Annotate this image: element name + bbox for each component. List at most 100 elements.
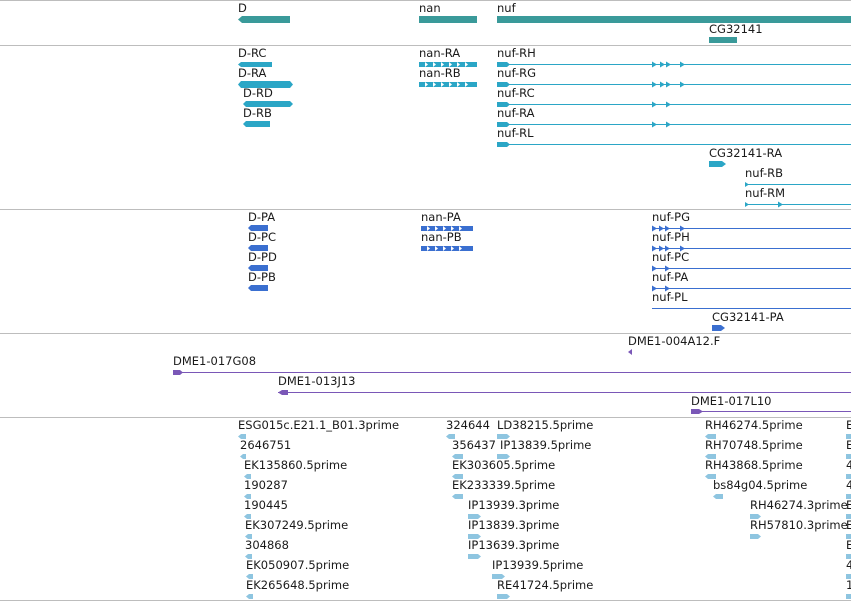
protein-label[interactable]: D-PA [248, 210, 276, 224]
est-glyph[interactable] [846, 554, 851, 559]
est-label[interactable]: RH46274.3prime [750, 498, 848, 512]
est-label[interactable]: 324644 [446, 418, 490, 432]
gene-d-glyph[interactable] [238, 16, 290, 23]
est-glyph[interactable] [846, 574, 851, 579]
est-label[interactable]: IP13939.5prime [492, 558, 584, 572]
transcript-nuf-rb-glyph[interactable] [745, 182, 851, 187]
est-glyph[interactable] [246, 574, 253, 579]
gene-label-nuf[interactable]: nuf [497, 1, 516, 15]
clone-dme1-013j13-glyph[interactable] [278, 390, 851, 395]
est-glyph[interactable] [245, 554, 252, 559]
protein-d-pa-glyph[interactable] [248, 225, 268, 231]
est-glyph[interactable] [846, 434, 851, 439]
est-label[interactable]: RH57810.3prime [750, 518, 848, 532]
est-label[interactable]: 190445 [244, 498, 288, 512]
est-glyph[interactable] [452, 494, 463, 499]
protein-label[interactable]: nuf-PG [652, 210, 690, 224]
est-label[interactable]: E [846, 539, 851, 552]
est-glyph[interactable] [246, 594, 253, 599]
protein-nuf-pa-glyph[interactable] [652, 285, 851, 292]
transcript-label[interactable]: nan-RB [419, 66, 461, 80]
est-label[interactable]: 2646751 [240, 438, 292, 452]
est-label[interactable]: 190287 [244, 478, 288, 492]
est-glyph[interactable] [713, 494, 723, 499]
transcript-label[interactable]: CG32141-RA [709, 146, 783, 160]
est-glyph[interactable] [240, 454, 246, 459]
est-glyph[interactable] [497, 454, 510, 459]
protein-nuf-pc-glyph[interactable] [652, 265, 851, 272]
transcript-cg32141-ra-glyph[interactable] [709, 161, 726, 167]
clone-dme1-017l10-glyph[interactable] [691, 409, 851, 414]
protein-label[interactable]: nuf-PH [652, 230, 690, 244]
est-label[interactable]: E [846, 419, 851, 432]
transcript-nuf-ra-glyph[interactable] [497, 121, 851, 128]
est-label[interactable]: 4 [846, 559, 851, 572]
est-label[interactable]: EK307249.5prime [245, 518, 349, 532]
est-label[interactable]: E [846, 499, 851, 512]
transcript-nuf-rm-glyph[interactable] [745, 201, 851, 208]
est-label[interactable]: EK135860.5prime [244, 458, 348, 472]
transcript-d-ra-glyph[interactable] [238, 81, 293, 88]
est-label[interactable]: RH46274.5prime [705, 418, 803, 432]
est-glyph[interactable] [452, 454, 463, 459]
gene-label-nan[interactable]: nan [419, 1, 441, 15]
protein-label[interactable]: D-PB [248, 270, 276, 284]
transcript-d-rc-glyph[interactable] [238, 62, 272, 67]
est-label[interactable]: RE41724.5prime [497, 578, 594, 592]
transcript-label[interactable]: nuf-RC [497, 86, 535, 100]
transcript-label[interactable]: nuf-RA [497, 106, 535, 120]
gene-nan-glyph[interactable] [419, 16, 477, 23]
est-label[interactable]: 4 [846, 479, 851, 492]
est-label[interactable]: IP13839.5prime [500, 438, 592, 452]
protein-nan-pb-glyph[interactable] [421, 246, 473, 251]
est-glyph[interactable] [244, 514, 251, 519]
clone-label[interactable]: DME1-004A12.F [628, 334, 721, 348]
est-label[interactable]: E [846, 439, 851, 452]
est-label[interactable]: 304868 [245, 538, 289, 552]
gene-label-cg32141[interactable]: CG32141 [709, 22, 763, 36]
protein-label[interactable]: D-PD [248, 250, 277, 264]
est-glyph[interactable] [468, 554, 481, 559]
est-label[interactable]: IP13639.3prime [468, 538, 560, 552]
est-glyph[interactable] [497, 594, 510, 599]
transcript-label[interactable]: nuf-RB [745, 166, 784, 180]
transcript-nuf-rg-glyph[interactable] [497, 81, 851, 88]
transcript-nuf-rl-glyph[interactable] [497, 142, 851, 147]
protein-label[interactable]: nan-PB [421, 230, 462, 244]
transcript-label[interactable]: nuf-RL [497, 126, 534, 140]
gene-nuf-glyph[interactable] [497, 16, 851, 23]
protein-label[interactable]: nuf-PL [652, 290, 688, 304]
transcript-label[interactable]: D-RC [238, 46, 267, 60]
clone-dme1-004a12f-glyph[interactable] [628, 349, 632, 355]
est-glyph[interactable] [750, 514, 761, 519]
est-glyph[interactable] [846, 514, 851, 519]
est-glyph[interactable] [238, 434, 246, 439]
est-label[interactable]: IP13839.3prime [468, 518, 560, 532]
est-label[interactable]: 356437 [452, 438, 496, 452]
est-label[interactable]: RH70748.5prime [705, 438, 803, 452]
est-glyph[interactable] [244, 474, 251, 479]
clone-label[interactable]: DME1-017G08 [173, 354, 257, 368]
est-glyph[interactable] [846, 534, 851, 539]
protein-nan-pa-glyph[interactable] [421, 226, 473, 231]
clone-label[interactable]: DME1-013J13 [278, 374, 356, 388]
gene-cg32141-glyph[interactable] [709, 37, 737, 43]
transcript-label[interactable]: nuf-RG [497, 66, 537, 80]
est-label[interactable]: ESG015c.E21.1_B01.3prime [238, 418, 400, 432]
est-glyph[interactable] [846, 454, 851, 459]
est-label[interactable]: 1 [846, 579, 851, 592]
protein-label[interactable]: D-PC [248, 230, 276, 244]
transcript-nan-ra-glyph[interactable] [419, 62, 477, 67]
transcript-label[interactable]: nuf-RM [745, 186, 786, 200]
est-glyph[interactable] [497, 434, 510, 439]
est-label[interactable]: EK233339.5prime [452, 478, 556, 492]
protein-cg32141-pa-glyph[interactable] [712, 325, 725, 331]
transcript-label[interactable]: nuf-RH [497, 46, 536, 60]
transcript-label[interactable]: D-RD [243, 86, 273, 100]
est-glyph[interactable] [846, 474, 851, 479]
protein-label[interactable]: nuf-PA [652, 270, 689, 284]
transcript-d-rd-glyph[interactable] [243, 101, 293, 107]
transcript-nuf-rh-glyph[interactable] [497, 61, 851, 68]
protein-d-pc-glyph[interactable] [248, 245, 268, 251]
est-glyph[interactable] [468, 514, 481, 519]
